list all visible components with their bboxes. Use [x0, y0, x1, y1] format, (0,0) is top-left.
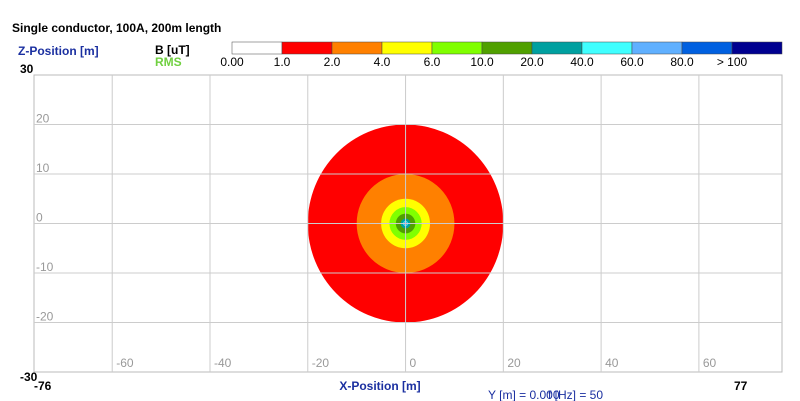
legend-swatch: [381, 41, 433, 55]
legend-swatch: [281, 41, 333, 55]
legend-label: 2.0: [324, 55, 341, 69]
legend-label: 6.0: [424, 55, 441, 69]
y-tick-label: 0: [36, 211, 43, 225]
y-tick-label: -20: [36, 310, 54, 324]
legend-label: 60.0: [620, 55, 644, 69]
legend-swatch: [681, 41, 733, 55]
y-tick-label: 10: [36, 161, 50, 175]
legend-swatch: [231, 41, 283, 55]
x-limit-label: 77: [734, 379, 748, 393]
legend-subtitle: RMS: [155, 55, 182, 69]
legend-swatch: [481, 41, 533, 55]
chart-title: Single conductor, 100A, 200m length: [12, 21, 221, 35]
x-tick-label: 60: [703, 356, 717, 370]
legend-swatch: [531, 41, 583, 55]
legend-swatch: [731, 41, 783, 55]
x-tick-label: -60: [116, 356, 134, 370]
x-limit-label: -76: [34, 379, 52, 393]
legend-label: 80.0: [670, 55, 694, 69]
y-axis-label: Z-Position [m]: [18, 44, 99, 58]
footer-note: f [Hz] = 50: [548, 388, 603, 401]
legend-label: 20.0: [520, 55, 544, 69]
legend-swatch: [431, 41, 483, 55]
legend-label: 4.0: [374, 55, 391, 69]
legend-label: 40.0: [570, 55, 594, 69]
y-limit-label: 30: [20, 62, 34, 76]
x-tick-label: 0: [410, 356, 417, 370]
legend-label: > 100: [717, 55, 748, 69]
legend-swatch: [331, 41, 383, 55]
x-axis-label: X-Position [m]: [339, 379, 420, 393]
y-tick-label: 20: [36, 112, 50, 126]
x-tick-label: 40: [605, 356, 619, 370]
x-tick-label: 20: [507, 356, 521, 370]
y-limit-label: -30: [20, 370, 38, 384]
footer-note: Y [m] = 0.000: [488, 388, 560, 401]
legend-label: 10.0: [470, 55, 494, 69]
x-tick-label: -20: [312, 356, 330, 370]
legend-label: 0.00: [220, 55, 244, 69]
y-tick-label: -10: [36, 260, 54, 274]
legend-title: B [uT]: [155, 43, 190, 57]
legend-label: 1.0: [274, 55, 291, 69]
legend-swatch: [631, 41, 683, 55]
legend-swatch: [581, 41, 633, 55]
x-tick-label: -40: [214, 356, 232, 370]
